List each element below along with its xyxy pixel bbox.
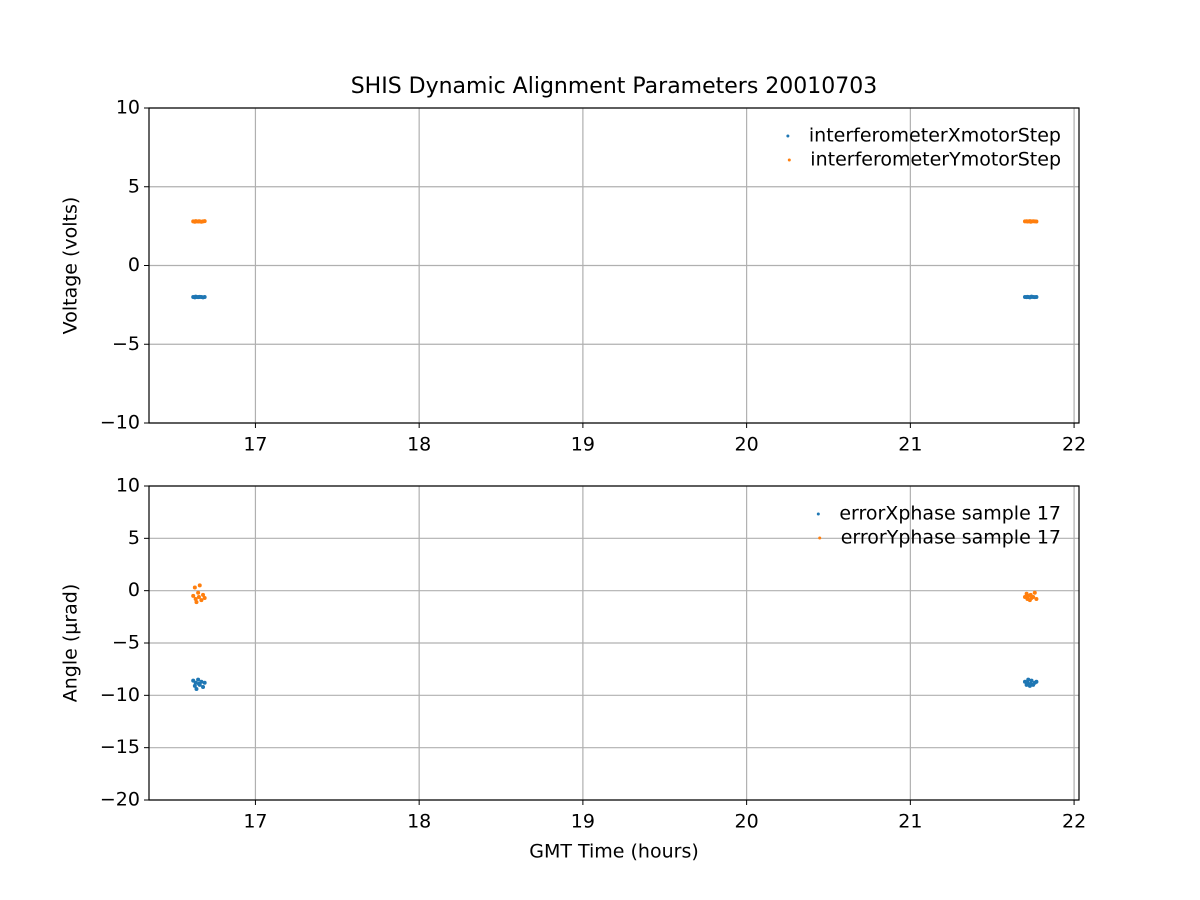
point (199, 598, 204, 603)
point (199, 679, 204, 684)
y-axis-label: Angle (μrad) (60, 584, 82, 703)
x-tick-label: 19 (571, 811, 595, 833)
point (1034, 597, 1039, 602)
point (1034, 219, 1039, 224)
point (1025, 680, 1030, 685)
y-tick-label: 0 (128, 579, 140, 601)
y-tick-label: −10 (100, 684, 140, 706)
point (202, 295, 207, 299)
point (197, 682, 202, 687)
x-tick-label: 17 (243, 434, 267, 456)
y-tick-label: −15 (100, 736, 140, 758)
point (201, 684, 206, 689)
x-tick-label: 21 (898, 811, 922, 833)
point (1034, 679, 1039, 684)
x-axis-label: GMT Time (hours) (529, 841, 699, 863)
point (191, 593, 196, 598)
legend-label: interferometerYmotorStep (810, 149, 1061, 171)
legend-marker (786, 134, 790, 138)
point (193, 680, 198, 685)
x-tick-label: 18 (407, 434, 431, 456)
x-tick-label: 20 (735, 434, 759, 456)
point (202, 219, 207, 224)
point (202, 595, 207, 600)
y-tick-label: 0 (128, 254, 140, 276)
x-tick-label: 22 (1062, 811, 1086, 833)
x-tick-label: 22 (1062, 434, 1086, 456)
point (201, 592, 206, 597)
legend-label: interferometerXmotorStep (809, 125, 1061, 147)
point (1029, 678, 1034, 683)
legend-marker (816, 512, 820, 516)
point (196, 594, 201, 599)
axes-frame (148, 485, 1080, 801)
point (197, 583, 202, 588)
legend-marker (818, 536, 822, 540)
x-tick-label: 17 (243, 811, 267, 833)
point (196, 677, 201, 682)
legend-label: errorXphase sample 17 (839, 503, 1061, 525)
x-tick-label: 20 (735, 811, 759, 833)
x-tick-label: 21 (898, 434, 922, 456)
point (1034, 295, 1039, 299)
legend-marker (787, 158, 791, 162)
point (192, 683, 197, 688)
chart-title: SHIS Dynamic Alignment Parameters 200107… (351, 74, 878, 99)
point (196, 590, 201, 595)
point (1026, 677, 1031, 682)
y-tick-label: 10 (116, 97, 140, 119)
point (1031, 594, 1036, 599)
y-tick-label: 10 (116, 475, 140, 497)
point (192, 585, 197, 590)
point (194, 600, 199, 605)
legend-label: errorYphase sample 17 (841, 527, 1061, 549)
y-tick-label: −5 (112, 333, 140, 355)
y-tick-label: −20 (100, 789, 140, 811)
point (202, 680, 207, 685)
axes-frame (148, 107, 1080, 424)
point (194, 687, 199, 692)
y-tick-label: −10 (100, 412, 140, 434)
point (1032, 590, 1037, 595)
y-tick-label: −5 (112, 632, 140, 654)
x-tick-label: 18 (407, 811, 431, 833)
y-axis-label: Voltage (volts) (60, 197, 82, 335)
y-tick-label: 5 (128, 175, 140, 197)
x-tick-label: 19 (571, 434, 595, 456)
point (193, 597, 198, 602)
y-tick-label: 5 (128, 527, 140, 549)
